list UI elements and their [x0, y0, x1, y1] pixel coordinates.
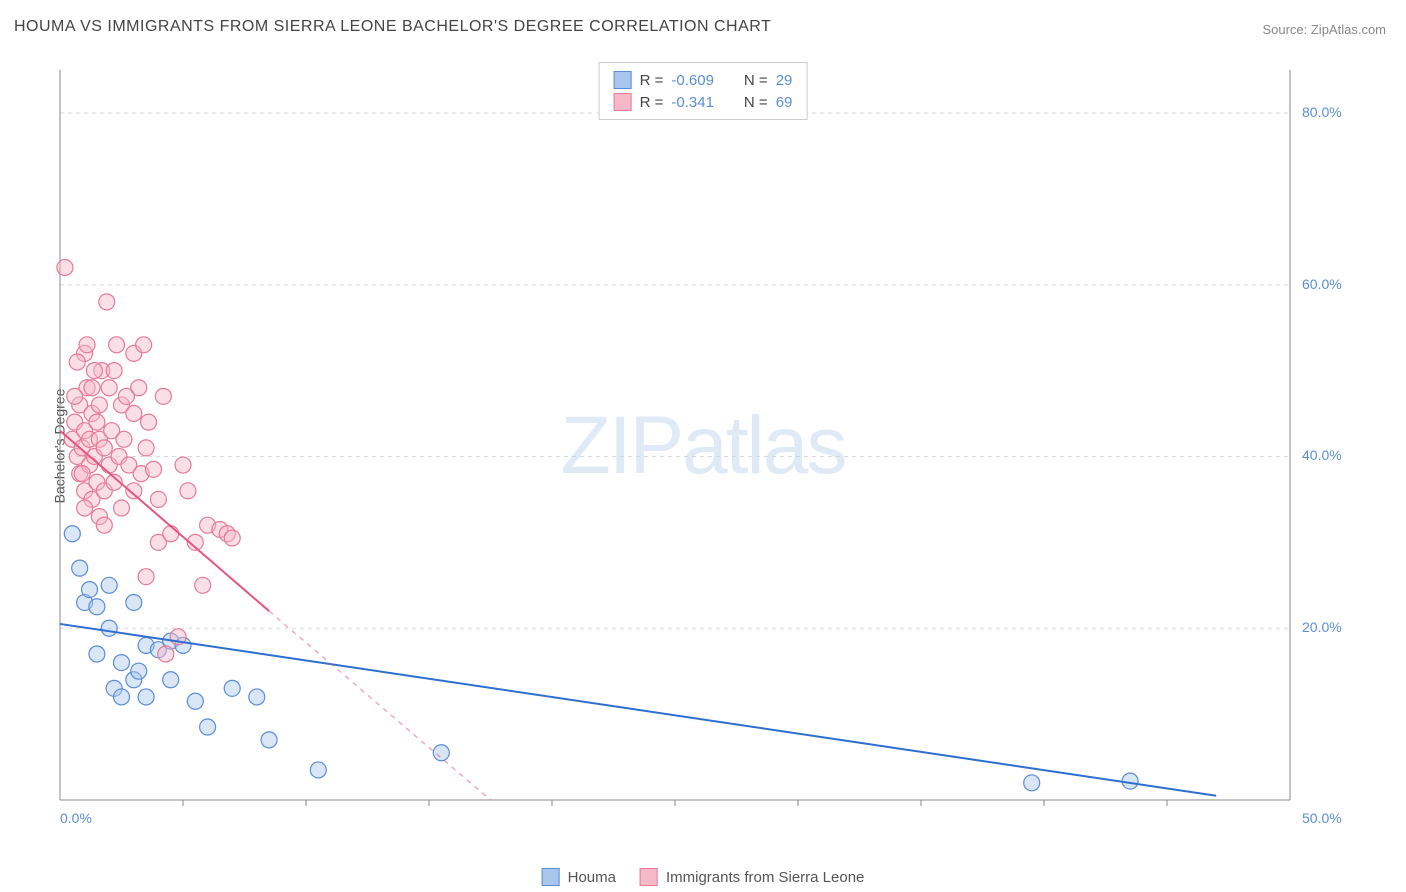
legend-stats-row: R = -0.341 N = 69 — [614, 91, 793, 113]
legend-stats-row: R = -0.609 N = 29 — [614, 69, 793, 91]
legend-n-label: N = — [744, 72, 768, 89]
y-tick-label: 40.0% — [1302, 447, 1342, 463]
legend-n-value: 29 — [776, 72, 793, 89]
y-tick-label: 80.0% — [1302, 104, 1342, 120]
legend-stats: R = -0.609 N = 29 R = -0.341 N = 69 — [599, 62, 808, 120]
legend-swatch — [614, 93, 632, 111]
x-tick-label: 0.0% — [60, 810, 92, 826]
legend-series-label: Houma — [568, 869, 616, 886]
chart-title: HOUMA VS IMMIGRANTS FROM SIERRA LEONE BA… — [14, 18, 771, 36]
legend-r-value: -0.341 — [671, 94, 714, 111]
legend-swatch — [542, 868, 560, 886]
y-tick-label: 20.0% — [1302, 619, 1342, 635]
legend-r-label: R = — [640, 94, 664, 111]
legend-series-item: Immigrants from Sierra Leone — [640, 868, 864, 886]
legend-series-item: Houma — [542, 868, 616, 886]
legend-swatch — [614, 71, 632, 89]
legend-r-label: R = — [640, 72, 664, 89]
legend-swatch — [640, 868, 658, 886]
source-attribution: Source: ZipAtlas.com — [1262, 22, 1386, 37]
y-tick-label: 60.0% — [1302, 276, 1342, 292]
scatter-chart — [50, 60, 1350, 830]
legend-series: Houma Immigrants from Sierra Leone — [542, 868, 865, 886]
legend-r-value: -0.609 — [671, 72, 714, 89]
legend-n-label: N = — [744, 94, 768, 111]
legend-series-label: Immigrants from Sierra Leone — [666, 869, 864, 886]
legend-n-value: 69 — [776, 94, 793, 111]
x-tick-label: 50.0% — [1302, 810, 1342, 826]
